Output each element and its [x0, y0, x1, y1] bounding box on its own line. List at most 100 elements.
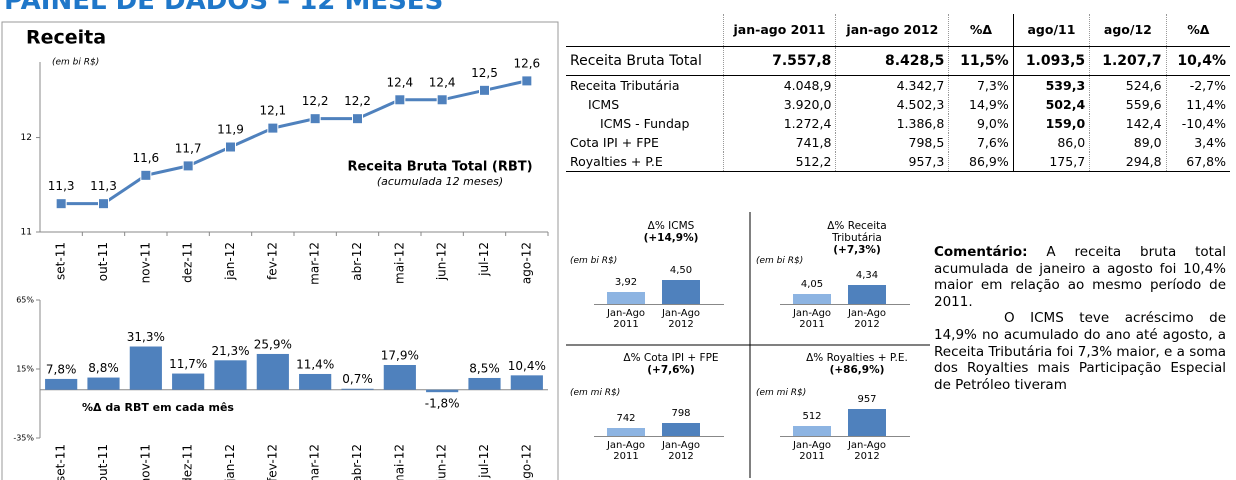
value-label: 3,92	[614, 276, 638, 288]
chart-unit: (em mi R$)	[570, 388, 621, 398]
bar	[87, 377, 120, 390]
value-label: 11,7	[175, 141, 202, 155]
value-label: -1,8%	[425, 397, 460, 411]
y-tick-label: 11	[21, 228, 32, 238]
chart-subtitle: (+7,3%)	[833, 244, 881, 257]
revenue-charts: Receita (em bi R$) Receita Bruta Total (…	[1, 21, 559, 480]
small-chart: Δ% Cota IPI + FPE (+7,6%) (em mi R$) 742 Jan…	[566, 348, 744, 476]
value-label: 7,8%	[46, 362, 77, 376]
header-cell: %Δ	[948, 14, 1014, 47]
annotation: Receita Bruta Total (RBT)	[347, 160, 532, 175]
table-cell: 175,7	[1012, 152, 1090, 172]
marker	[98, 198, 109, 210]
table-cell: 294,8	[1089, 152, 1167, 172]
table-cell: 1.386,8	[835, 114, 949, 133]
marker	[182, 160, 194, 172]
bar	[426, 389, 459, 393]
marker	[479, 84, 490, 96]
header-cell: ago/12	[1089, 14, 1167, 47]
marker	[521, 75, 533, 87]
value-label: 17,9%	[381, 348, 419, 362]
bar	[848, 409, 886, 436]
x-tick-label: mar-12	[308, 444, 322, 480]
value-label: 4,05	[800, 279, 824, 291]
table-cell: 7.557,8	[722, 46, 836, 76]
x-tick-label: abr-12	[350, 242, 364, 281]
value-label: 12,4	[386, 75, 413, 89]
chart-subtitle: (+7,6%)	[647, 364, 695, 377]
page-title: PAINEL DE DADOS – 12 MESES	[4, 0, 444, 16]
value-label: 4,34	[855, 270, 879, 282]
table-cell: 4.502,3	[835, 95, 949, 114]
value-label: 8,8%	[88, 361, 119, 375]
x-tick-label: ago-12	[519, 242, 533, 284]
baseline	[594, 436, 724, 437]
value-label: 8,5%	[469, 361, 500, 375]
table-row: Receita Tributária 4.048,9 4.342,7 7,3% 539,…	[566, 75, 1230, 95]
x-tick-label: Jan-Ago 2011	[606, 308, 646, 330]
bar	[662, 280, 700, 304]
bar	[45, 378, 78, 390]
x-tick-label: dez-11	[181, 242, 195, 283]
table-cell: -10,4%	[1165, 114, 1230, 133]
table-cell: 11,5%	[948, 46, 1014, 76]
x-tick-label: fev-12	[265, 242, 279, 280]
comment-label: Comentário:	[934, 244, 1028, 260]
header-cell: %Δ	[1165, 14, 1230, 47]
value-label: 12,2	[344, 94, 371, 108]
bar	[607, 427, 645, 436]
table-cell: 524,6	[1089, 75, 1167, 95]
chart-unit: (em bi R$)	[756, 256, 804, 266]
marker	[309, 113, 321, 125]
chart-title: Δ% ICMS	[647, 220, 695, 232]
bar	[214, 360, 247, 390]
x-tick-label: Jan-Ago 2011	[792, 308, 832, 330]
value-label: 742	[616, 412, 636, 424]
marker	[394, 94, 406, 106]
value-label: 0,7%	[342, 372, 373, 386]
table-cell: 8.428,5	[835, 46, 949, 76]
header-cell	[566, 14, 724, 47]
table-cell: 1.093,5	[1012, 46, 1090, 76]
y-tick-label: -35%	[13, 434, 34, 443]
chart-title: Δ% Receita Tributária	[827, 220, 887, 245]
marker	[55, 198, 67, 210]
comment: Comentário: A receita bruta total acumul…	[934, 244, 1226, 393]
small-chart: Δ% Receita Tributária (+7,3%) (em bi R$) 4,…	[752, 216, 930, 344]
comment-text: O ICMS teve acréscimo de 14,9% no acumul…	[934, 310, 1226, 393]
value-label: 11,3	[48, 179, 75, 193]
x-tick-label: set-11	[54, 444, 68, 480]
table-cell: 3,4%	[1165, 133, 1230, 152]
table-cell: 1.272,4	[722, 114, 836, 133]
marker	[225, 141, 236, 153]
table-cell: 502,4	[1012, 95, 1090, 114]
bar	[172, 373, 205, 390]
table-cell: 3.920,0	[722, 95, 836, 114]
row-label: ICMS	[588, 97, 620, 112]
chart-subtitle: (+14,9%)	[643, 232, 699, 245]
bar	[510, 375, 543, 390]
x-tick-label: nov-11	[138, 242, 152, 283]
table-cell: 159,0	[1012, 114, 1090, 133]
bar	[662, 422, 700, 436]
chart-unit: (em bi R$)	[570, 256, 618, 266]
x-tick-label: out-11	[96, 444, 110, 480]
value-label: 25,9%	[254, 337, 292, 351]
x-tick-label: mai-12	[392, 444, 406, 480]
x-tick-label: out-11	[96, 242, 110, 281]
table-row: ICMS 3.920,0 4.502,3 14,9% 502,4 559,6 11,4%	[566, 95, 1230, 114]
table-cell: 86,0	[1012, 133, 1090, 152]
chart-subtitle: (em bi R$)	[52, 58, 99, 68]
row-label: Royalties + P.E	[566, 152, 724, 172]
chart-title: Receita	[26, 27, 106, 49]
table-cell: 539,3	[1012, 75, 1090, 95]
value-label: 12,4	[429, 75, 456, 89]
value-label: 11,9	[217, 123, 244, 137]
table-cell: 512,2	[722, 152, 836, 172]
comment-text: A receita bruta total acumulada de janei…	[934, 244, 1226, 310]
x-tick-label: jul-12	[477, 242, 491, 277]
x-tick-label: fev-12	[265, 444, 279, 480]
chart-title: Δ% Cota IPI + FPE	[623, 352, 719, 364]
x-tick-label: set-11	[54, 242, 68, 280]
